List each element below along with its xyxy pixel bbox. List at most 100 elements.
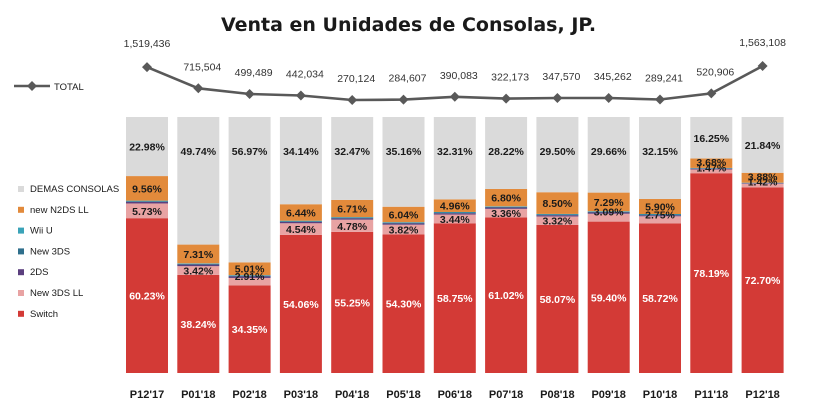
data-label-new-n2ds-ll: 5.01%: [235, 264, 265, 276]
data-label-switch: 58.07%: [540, 294, 576, 306]
bar-segment-wii-u: [228, 275, 271, 276]
data-label-switch: 60.23%: [129, 291, 165, 303]
data-label-new-n2ds-ll: 9.56%: [132, 183, 162, 195]
x-tick-label: P11'18: [694, 389, 728, 401]
data-label-demas-consolas: 29.66%: [591, 146, 627, 158]
data-label-new-n2ds-ll: 6.04%: [389, 209, 419, 221]
total-data-label: 1,563,108: [739, 37, 786, 49]
data-label-new-3ds-ll: 4.78%: [337, 221, 367, 233]
x-tick-label: P09'18: [591, 389, 625, 401]
total-marker: [757, 61, 768, 71]
bar-segment-new-3ds-ll: [433, 214, 476, 224]
bar-segment-new-3ds: [126, 201, 168, 202]
data-label-switch: 78.19%: [693, 268, 729, 280]
bar-segment-2ds: [331, 218, 374, 220]
bar-segment-new-3ds: [433, 212, 476, 214]
bar-segment-wii-u: [279, 220, 322, 222]
bar-segment-switch: [126, 218, 168, 373]
data-label-new-3ds-ll: 3.42%: [183, 266, 213, 278]
bar-segment-demas-consolas: [126, 117, 168, 177]
data-label-switch: 58.72%: [642, 293, 678, 305]
legend-label: 2DS: [30, 267, 48, 278]
total-data-label: 289,241: [645, 73, 683, 85]
bar-segment-switch: [382, 234, 425, 373]
bar-segment-2ds: [741, 183, 784, 184]
bar-segment-2ds: [228, 276, 271, 278]
data-label-new-n2ds-ll: 8.50%: [543, 198, 573, 210]
legend-swatch: [18, 186, 24, 192]
total-marker: [295, 90, 306, 101]
legend-label: New 3DS: [30, 246, 70, 257]
bar-segment-demas-consolas: [587, 117, 630, 193]
legend-total-marker: [27, 81, 37, 91]
total-data-label: 520,906: [696, 66, 734, 78]
bar-segment-switch: [485, 217, 528, 373]
legend-label: new N2DS LL: [30, 205, 89, 216]
total-data-label: 270,124: [337, 73, 375, 85]
bar-segment-new-n2ds-ll: [485, 188, 528, 207]
x-tick-label: P05'18: [386, 389, 420, 401]
bar-segment-new-3ds-ll: [639, 216, 681, 224]
bar-segment-wii-u: [587, 211, 630, 212]
data-label-switch: 58.75%: [437, 293, 473, 305]
bar-segment-new-n2ds-ll: [126, 176, 168, 201]
bar-segment-new-n2ds-ll: [331, 199, 374, 218]
data-label-switch: 59.40%: [591, 292, 627, 304]
data-label-new-3ds-ll: 3.09%: [594, 207, 624, 219]
total-data-label: 284,607: [389, 73, 427, 85]
bar-segment-wii-u: [331, 217, 374, 218]
bar-segment-new-3ds-ll: [382, 224, 425, 235]
bar-segment-switch: [690, 173, 733, 373]
legend-label: Switch: [30, 309, 58, 320]
legend-swatch: [18, 269, 24, 276]
data-label-demas-consolas: 32.47%: [334, 146, 370, 158]
bar-segment-switch: [331, 231, 374, 373]
data-label-demas-consolas: 21.84%: [745, 140, 781, 152]
x-tick-label: P12'17: [130, 389, 164, 401]
bar-segment-new-3ds-ll: [228, 277, 271, 286]
legend-total-label: TOTAL: [54, 82, 84, 93]
legend-label: Wii U: [30, 226, 53, 237]
bar-segment-switch: [639, 223, 681, 373]
x-tick-label: P12'18: [745, 389, 779, 401]
data-label-new-3ds-ll: 3.44%: [440, 214, 470, 226]
bar-segment-new-3ds: [279, 221, 322, 222]
bar-segment-new-n2ds-ll: [433, 199, 476, 212]
legend-swatch: [18, 227, 24, 234]
data-label-new-3ds-ll: 3.82%: [389, 225, 419, 237]
total-marker: [142, 62, 152, 73]
data-label-switch: 72.70%: [745, 275, 781, 287]
bar-segment-switch: [228, 285, 271, 373]
bar-segment-switch: [279, 234, 322, 373]
bar-segment-demas-consolas: [382, 117, 425, 207]
x-tick-label: P02'18: [232, 389, 266, 401]
data-label-new-n2ds-ll: 7.29%: [594, 197, 624, 209]
x-tick-label: P07'18: [489, 389, 523, 401]
bar-segment-new-3ds-ll: [126, 203, 168, 219]
bar-segment-new-3ds-ll: [536, 216, 579, 225]
data-label-new-n2ds-ll: 6.44%: [286, 208, 316, 220]
bar-segment-demas-consolas: [741, 117, 784, 173]
data-label-new-n2ds-ll: 3.88%: [748, 172, 778, 184]
bar-segment-2ds: [485, 207, 528, 209]
bar-segment-new-3ds-ll: [331, 219, 374, 232]
total-marker: [347, 95, 358, 105]
data-label-demas-consolas: 29.50%: [540, 146, 576, 158]
total-data-label: 347,570: [542, 71, 580, 83]
data-label-switch: 38.24%: [180, 319, 216, 331]
bar-segment-demas-consolas: [177, 117, 220, 245]
bar-segment-switch: [536, 224, 579, 373]
bar-segment-switch: [433, 223, 476, 373]
total-marker: [706, 88, 717, 99]
legend-swatch: [18, 248, 24, 255]
chart-title: Venta en Unidades de Consolas, JP.: [220, 14, 597, 36]
data-label-new-3ds-ll: 5.73%: [132, 206, 162, 218]
data-label-demas-consolas: 35.16%: [386, 146, 422, 158]
data-label-demas-consolas: 28.22%: [488, 146, 524, 158]
bar-segment-new-3ds: [331, 217, 374, 219]
bar-segment-demas-consolas: [690, 117, 733, 159]
data-label-new-n2ds-ll: 5.90%: [645, 202, 675, 214]
x-tick-label: P08'18: [540, 389, 574, 401]
bar-segment-wii-u: [433, 211, 476, 213]
